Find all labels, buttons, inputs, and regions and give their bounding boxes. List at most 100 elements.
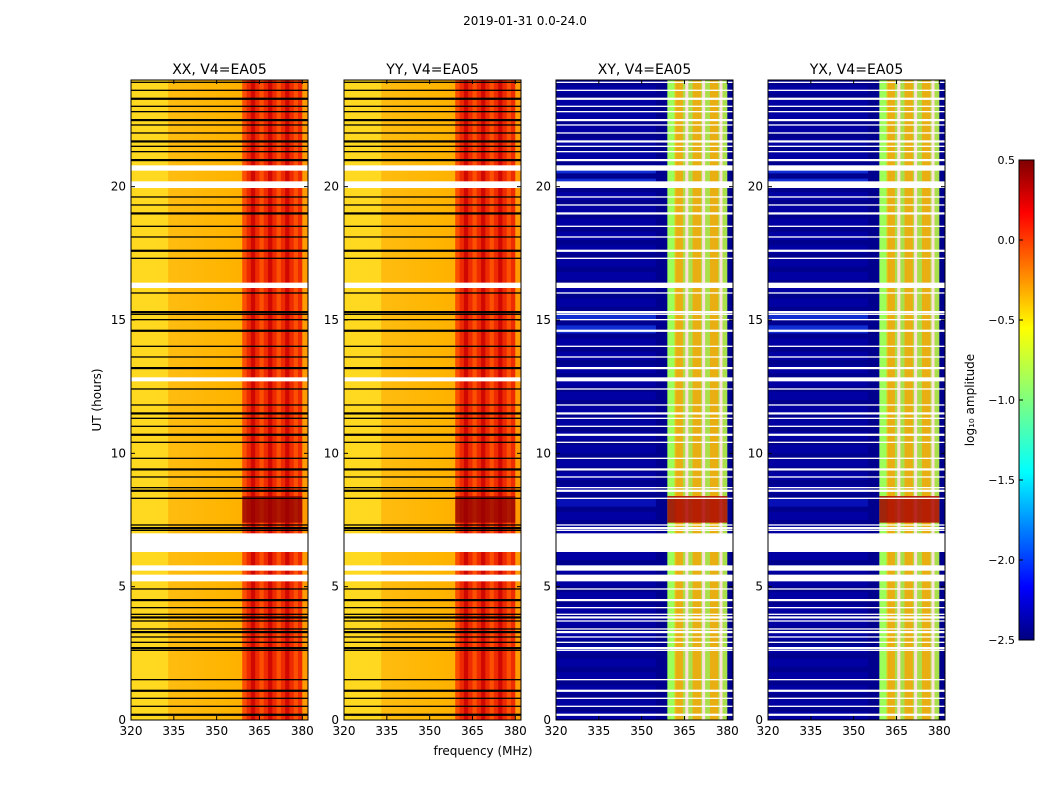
flag-line (344, 631, 521, 634)
y-tick-label: 10 (324, 446, 339, 460)
flag-line (344, 697, 521, 699)
noise-row (768, 152, 868, 160)
flag-line (131, 159, 308, 162)
panel-yy: YY, V4=EA05 320 335 350 365 380 0 5 10 15 20 (324, 62, 527, 738)
flag-line (556, 433, 733, 436)
strong-rfi-block (879, 496, 940, 523)
noise-row (556, 685, 656, 694)
flag-line (131, 367, 308, 370)
noise-row (556, 552, 656, 560)
flag-line (131, 356, 308, 358)
panel-frame (343, 79, 522, 721)
flagged-span (768, 165, 945, 171)
flag-line (768, 356, 945, 358)
rfi-stripe (692, 80, 701, 720)
y-tick-label: 10 (111, 446, 126, 460)
flag-line (768, 249, 945, 252)
flag-line (131, 527, 308, 530)
rfi-stripe (481, 80, 486, 720)
rfi-stripe (506, 80, 512, 720)
flag-line (556, 132, 733, 134)
noise-row (768, 512, 868, 520)
noise-row (556, 618, 656, 627)
noise-row (768, 698, 868, 707)
noise-row (556, 525, 656, 534)
flag-line (131, 616, 308, 619)
flag-line (344, 151, 521, 153)
flag-line (344, 689, 521, 692)
flag-line (768, 441, 945, 443)
flag-line (556, 89, 733, 91)
y-tick-label: 0 (543, 713, 551, 727)
flag-line (344, 111, 521, 113)
panel-title: YX, V4=EA05 (809, 62, 904, 78)
flag-line (556, 292, 733, 294)
flag-line (768, 388, 945, 390)
flag-line (768, 140, 945, 143)
noise-row (556, 605, 656, 614)
panel-xy: XY, V4=EA05 320 335 350 365 380 0 5 10 15 20 (536, 62, 739, 738)
flag-line (131, 489, 308, 492)
noise-row (556, 418, 656, 427)
flag-line (768, 689, 945, 692)
flag-line (344, 140, 521, 143)
flag-line (556, 257, 733, 259)
flag-line (131, 204, 308, 206)
x-tick-label: 365 (885, 724, 908, 738)
flag-line (344, 236, 521, 238)
flag-line (131, 151, 308, 153)
flag-line (131, 487, 308, 489)
flag-line (556, 487, 733, 489)
x-tick-label: 350 (205, 724, 228, 738)
flag-line (556, 97, 733, 100)
noise-row (556, 352, 656, 360)
noise-row (556, 325, 656, 334)
noise-row (556, 98, 656, 107)
flag-line (768, 124, 945, 126)
flag-line (768, 292, 945, 294)
noise-row (768, 272, 868, 280)
rfi-stripe (709, 80, 719, 720)
flag-line (344, 679, 521, 681)
flagged-span (768, 282, 945, 288)
flag-line (768, 412, 945, 415)
rfi-stripe (886, 80, 895, 720)
flag-line (556, 124, 733, 126)
y-tick-label: 5 (543, 580, 551, 594)
flag-line (556, 468, 733, 471)
flag-line (768, 105, 945, 107)
rfi-stripe (276, 80, 281, 720)
flag-line (768, 489, 945, 492)
y-tick-label: 5 (118, 580, 126, 594)
flag-line (131, 119, 308, 122)
flag-line (556, 607, 733, 609)
flag-line (768, 527, 945, 530)
noise-row (768, 432, 868, 440)
y-axis-label: UT (hours) (90, 368, 104, 431)
flag-line (768, 225, 945, 227)
flag-line (131, 319, 308, 321)
flag-line (768, 145, 945, 147)
flag-line (344, 257, 521, 259)
flag-line (768, 433, 945, 436)
x-axis-label: frequency (MHz) (433, 744, 532, 758)
flag-line (556, 689, 733, 692)
noise-row (768, 672, 868, 680)
flag-line (556, 613, 733, 615)
x-tick-label: 335 (799, 724, 822, 738)
flag-line (556, 319, 733, 321)
flag-line (768, 529, 945, 531)
rfi-stripe (285, 80, 290, 720)
noise-row (556, 272, 656, 280)
rfi-stripe (472, 80, 477, 720)
flag-line (556, 145, 733, 147)
flag-line (344, 607, 521, 609)
y-tick-label: 10 (748, 446, 763, 460)
noise-row (768, 312, 868, 320)
flag-line (556, 636, 733, 638)
flag-line (131, 404, 308, 406)
x-tick-label: 335 (587, 724, 610, 738)
strong-rfi-block (242, 496, 303, 523)
strong-rfi-block (455, 496, 516, 523)
flag-line (556, 599, 733, 602)
